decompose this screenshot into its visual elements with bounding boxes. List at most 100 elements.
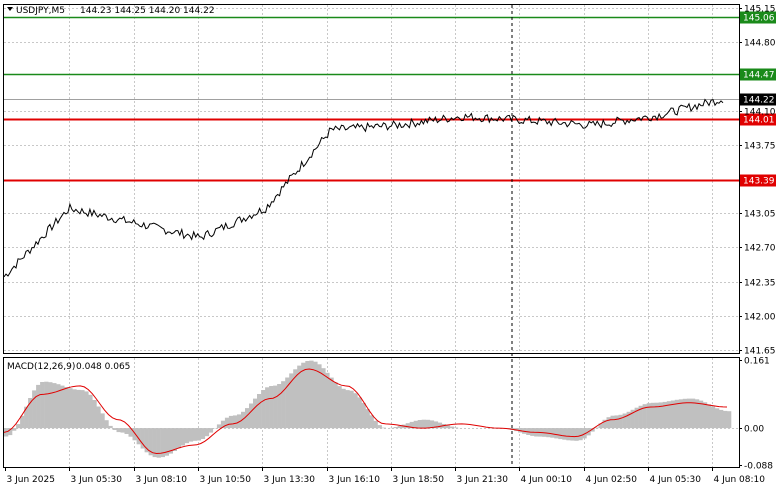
x-tick-label: 3 Jun 2025 — [7, 475, 55, 485]
macd-bar — [176, 428, 181, 449]
support-label: 143.39 — [743, 177, 775, 187]
macd-bar — [265, 387, 270, 429]
macd-bar — [245, 408, 250, 429]
macd-bar — [449, 426, 455, 429]
current-price-label: 144.22 — [743, 96, 775, 106]
macd-bar — [172, 428, 177, 451]
macd-bar — [706, 404, 712, 429]
macd-bar — [710, 406, 716, 429]
macd-bar — [204, 428, 210, 437]
macd-bar — [40, 382, 45, 429]
macd-histogram — [4, 360, 732, 458]
macd-bar — [413, 420, 418, 429]
macd-bar — [24, 406, 29, 429]
macd-bar — [433, 421, 439, 429]
macd-bar — [349, 390, 354, 429]
x-tick-label: 3 Jun 18:50 — [393, 475, 445, 485]
macd-bar — [305, 361, 310, 429]
macd-bar — [92, 400, 97, 429]
macd-bar — [16, 424, 21, 429]
grid-lines — [4, 5, 739, 467]
x-tick-label: 4 Jun 00:10 — [521, 475, 573, 485]
macd-bar — [658, 402, 663, 429]
macd-bar — [273, 385, 278, 429]
macd-bar — [558, 428, 563, 440]
x-tick-label: 3 Jun 08:10 — [136, 475, 188, 485]
macd-bar — [719, 409, 724, 429]
macd-bar — [329, 377, 334, 429]
macd-bar — [144, 428, 149, 453]
y-tick-label: 142.35 — [744, 279, 776, 289]
macd-bar — [257, 394, 262, 429]
macd-bar — [313, 361, 318, 429]
macd-bar — [293, 369, 298, 429]
macd-bar — [168, 428, 173, 454]
macd-bar — [196, 428, 202, 441]
macd-bar — [650, 402, 655, 429]
x-tick-label: 4 Jun 08:10 — [714, 475, 766, 485]
macd-bar — [373, 420, 378, 429]
macd-bar — [188, 428, 194, 442]
macd-bar — [634, 407, 639, 429]
macd-bar — [453, 427, 459, 429]
macd-bar — [232, 415, 238, 429]
y-tick-label: 143.75 — [744, 142, 776, 152]
chevron-down-icon[interactable] — [7, 7, 13, 11]
macd-name-label: MACD(12,26,9) — [7, 362, 75, 372]
macd-bar — [289, 373, 294, 429]
macd-bar — [116, 428, 121, 433]
x-tick-label: 3 Jun 21:30 — [457, 475, 509, 485]
macd-bar — [325, 372, 330, 429]
macd-bar — [8, 428, 13, 436]
y-tick-label: 144.10 — [744, 108, 776, 118]
macd-bar — [269, 386, 274, 429]
macd-bar — [297, 365, 302, 429]
macd-bar — [228, 415, 234, 429]
macd-bar — [301, 362, 306, 429]
macd-bar — [602, 419, 607, 429]
macd-bar — [570, 428, 575, 441]
macd-bar — [160, 428, 165, 458]
macd-bar — [64, 387, 69, 429]
macd-bar — [377, 425, 382, 429]
macd-bar — [241, 411, 246, 429]
symbol-label: USDJPY,M5 — [16, 6, 65, 16]
x-tick-label: 3 Jun 10:50 — [200, 475, 252, 485]
macd-bar — [32, 390, 37, 429]
macd-panel-frame — [3, 357, 740, 468]
resistance-label: 144.47 — [743, 71, 775, 81]
macd-bar — [421, 419, 426, 429]
macd-bar — [192, 428, 198, 441]
macd-bar — [224, 417, 230, 429]
macd-bar — [678, 399, 684, 429]
y-tick-label: 145.15 — [744, 5, 776, 15]
macd-bar — [180, 428, 185, 446]
x-tick-label: 4 Jun 02:50 — [586, 475, 638, 485]
x-tick-label: 3 Jun 16:10 — [329, 475, 381, 485]
macd-bar — [48, 382, 53, 429]
macd-bar — [108, 425, 113, 429]
macd-bar — [60, 385, 65, 429]
macd-bar — [622, 413, 627, 429]
macd-bar — [566, 428, 571, 441]
macd-bar — [341, 388, 346, 429]
macd-tick-label: -0.088 — [744, 462, 773, 472]
macd-bar — [626, 411, 631, 429]
macd-bar — [638, 405, 643, 429]
macd-bar — [727, 411, 732, 429]
macd-bar — [76, 389, 81, 429]
macd-bar — [68, 388, 73, 429]
macd-bar — [630, 409, 635, 429]
macd-bar — [582, 428, 587, 439]
y-tick-label: 144.80 — [744, 39, 776, 49]
macd-bar — [112, 428, 117, 430]
macd-bar — [445, 425, 451, 429]
macd-header: MACD(12,26,9) 0.048 0.065 — [7, 362, 130, 372]
resistance-label: 145.06 — [743, 14, 775, 24]
y-tick-label: 143.05 — [744, 210, 776, 220]
macd-bar — [686, 398, 692, 429]
y-tick-label: 142.00 — [744, 313, 776, 323]
macd-bar — [578, 428, 583, 441]
macd-bar — [132, 428, 137, 441]
